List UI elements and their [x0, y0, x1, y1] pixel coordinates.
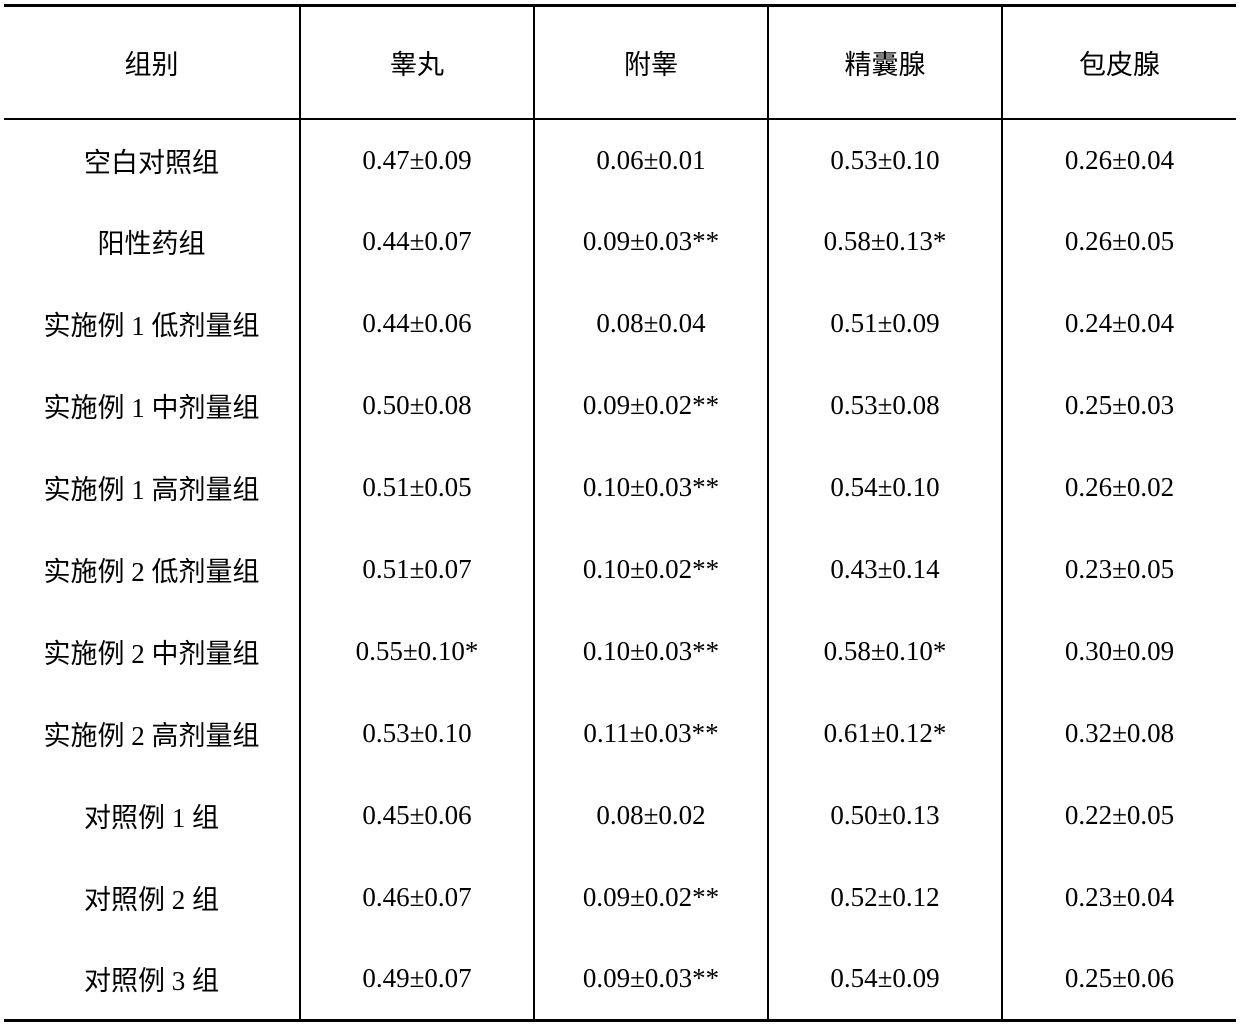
- cell-value: 0.22±0.05: [1002, 775, 1236, 857]
- cell-value: 0.53±0.10: [300, 693, 534, 775]
- cell-value: 0.30±0.09: [1002, 611, 1236, 693]
- table-row: 实施例 2 高剂量组 0.53±0.10 0.11±0.03** 0.61±0.…: [4, 693, 1236, 775]
- cell-value: 0.10±0.03**: [534, 611, 768, 693]
- cell-value: 0.26±0.04: [1002, 119, 1236, 201]
- cell-group: 空白对照组: [4, 119, 300, 201]
- cell-value: 0.08±0.04: [534, 283, 768, 365]
- cell-value: 0.23±0.05: [1002, 529, 1236, 611]
- cell-value: 0.32±0.08: [1002, 693, 1236, 775]
- cell-value: 0.58±0.13*: [768, 201, 1002, 283]
- cell-value: 0.09±0.03**: [534, 201, 768, 283]
- cell-value: 0.44±0.06: [300, 283, 534, 365]
- table-row: 实施例 2 低剂量组 0.51±0.07 0.10±0.02** 0.43±0.…: [4, 529, 1236, 611]
- cell-value: 0.50±0.08: [300, 365, 534, 447]
- cell-value: 0.09±0.02**: [534, 857, 768, 939]
- cell-group: 对照例 1 组: [4, 775, 300, 857]
- cell-group: 阳性药组: [4, 201, 300, 283]
- header-group: 组别: [4, 6, 300, 119]
- cell-value: 0.51±0.05: [300, 447, 534, 529]
- cell-value: 0.53±0.08: [768, 365, 1002, 447]
- cell-value: 0.23±0.04: [1002, 857, 1236, 939]
- header-col1: 睾丸: [300, 6, 534, 119]
- table-row: 阳性药组 0.44±0.07 0.09±0.03** 0.58±0.13* 0.…: [4, 201, 1236, 283]
- cell-value: 0.47±0.09: [300, 119, 534, 201]
- cell-value: 0.11±0.03**: [534, 693, 768, 775]
- header-col2: 附睾: [534, 6, 768, 119]
- cell-value: 0.52±0.12: [768, 857, 1002, 939]
- cell-group: 实施例 1 低剂量组: [4, 283, 300, 365]
- header-col3: 精囊腺: [768, 6, 1002, 119]
- cell-group: 实施例 1 高剂量组: [4, 447, 300, 529]
- cell-group: 对照例 2 组: [4, 857, 300, 939]
- cell-value: 0.43±0.14: [768, 529, 1002, 611]
- cell-group: 对照例 3 组: [4, 939, 300, 1021]
- table-row: 实施例 1 低剂量组 0.44±0.06 0.08±0.04 0.51±0.09…: [4, 283, 1236, 365]
- cell-value: 0.54±0.10: [768, 447, 1002, 529]
- table-header-row: 组别 睾丸 附睾 精囊腺 包皮腺: [4, 6, 1236, 119]
- table-row: 空白对照组 0.47±0.09 0.06±0.01 0.53±0.10 0.26…: [4, 119, 1236, 201]
- cell-group: 实施例 1 中剂量组: [4, 365, 300, 447]
- cell-value: 0.24±0.04: [1002, 283, 1236, 365]
- cell-value: 0.54±0.09: [768, 939, 1002, 1021]
- cell-value: 0.25±0.06: [1002, 939, 1236, 1021]
- cell-value: 0.49±0.07: [300, 939, 534, 1021]
- table-body: 空白对照组 0.47±0.09 0.06±0.01 0.53±0.10 0.26…: [4, 119, 1236, 1021]
- data-table: 组别 睾丸 附睾 精囊腺 包皮腺 空白对照组 0.47±0.09 0.06±0.…: [4, 4, 1236, 1022]
- table-row: 对照例 3 组 0.49±0.07 0.09±0.03** 0.54±0.09 …: [4, 939, 1236, 1021]
- cell-group: 实施例 2 高剂量组: [4, 693, 300, 775]
- cell-value: 0.45±0.06: [300, 775, 534, 857]
- table-row: 实施例 1 高剂量组 0.51±0.05 0.10±0.03** 0.54±0.…: [4, 447, 1236, 529]
- cell-value: 0.53±0.10: [768, 119, 1002, 201]
- cell-group: 实施例 2 低剂量组: [4, 529, 300, 611]
- table-row: 实施例 2 中剂量组 0.55±0.10* 0.10±0.03** 0.58±0…: [4, 611, 1236, 693]
- data-table-container: 组别 睾丸 附睾 精囊腺 包皮腺 空白对照组 0.47±0.09 0.06±0.…: [4, 4, 1236, 1022]
- table-row: 对照例 2 组 0.46±0.07 0.09±0.02** 0.52±0.12 …: [4, 857, 1236, 939]
- cell-value: 0.09±0.02**: [534, 365, 768, 447]
- cell-value: 0.10±0.02**: [534, 529, 768, 611]
- cell-value: 0.26±0.02: [1002, 447, 1236, 529]
- cell-value: 0.25±0.03: [1002, 365, 1236, 447]
- table-row: 对照例 1 组 0.45±0.06 0.08±0.02 0.50±0.13 0.…: [4, 775, 1236, 857]
- cell-value: 0.08±0.02: [534, 775, 768, 857]
- cell-group: 实施例 2 中剂量组: [4, 611, 300, 693]
- cell-value: 0.61±0.12*: [768, 693, 1002, 775]
- cell-value: 0.51±0.07: [300, 529, 534, 611]
- cell-value: 0.44±0.07: [300, 201, 534, 283]
- cell-value: 0.09±0.03**: [534, 939, 768, 1021]
- cell-value: 0.06±0.01: [534, 119, 768, 201]
- cell-value: 0.51±0.09: [768, 283, 1002, 365]
- cell-value: 0.26±0.05: [1002, 201, 1236, 283]
- cell-value: 0.46±0.07: [300, 857, 534, 939]
- cell-value: 0.55±0.10*: [300, 611, 534, 693]
- table-row: 实施例 1 中剂量组 0.50±0.08 0.09±0.02** 0.53±0.…: [4, 365, 1236, 447]
- header-col4: 包皮腺: [1002, 6, 1236, 119]
- cell-value: 0.50±0.13: [768, 775, 1002, 857]
- cell-value: 0.58±0.10*: [768, 611, 1002, 693]
- cell-value: 0.10±0.03**: [534, 447, 768, 529]
